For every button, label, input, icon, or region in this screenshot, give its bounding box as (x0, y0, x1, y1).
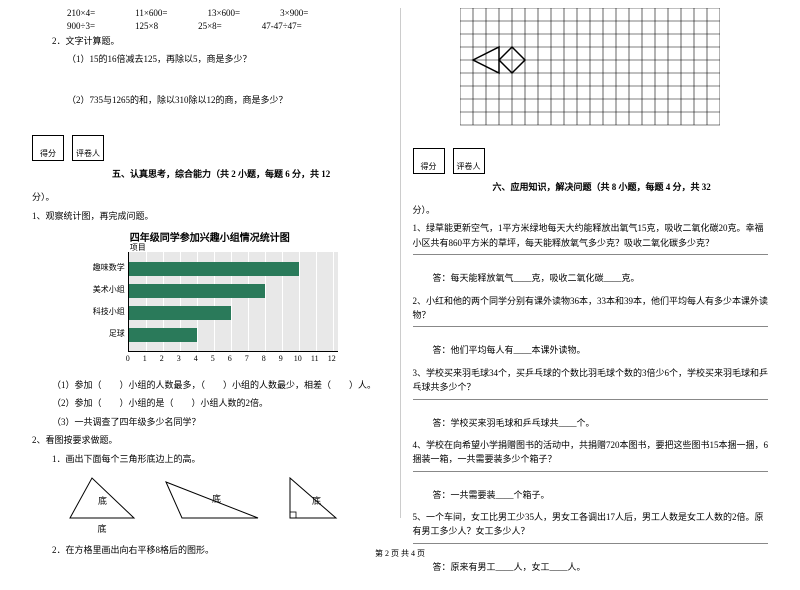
triangle-2: 底 (162, 474, 262, 535)
base-label: 底 (312, 495, 321, 506)
q1: 1、观察统计图，再完成问题。 (32, 209, 388, 223)
cat-label: 科技小组 (75, 306, 125, 317)
bar (129, 284, 265, 298)
arith-row-2: 900÷3= 125×8 25×8= 47-47÷47= (32, 21, 388, 31)
problem-4-answer: 答：一共需要装____个箱子。 (433, 488, 769, 502)
triangle-icon: 底 (162, 474, 262, 520)
x-tick: 1 (143, 354, 147, 363)
sub3: （3）一共调查了四年级多少名同学？ (32, 415, 388, 429)
page-footer: 第 2 页 共 4 页 (0, 548, 800, 559)
bar (129, 262, 299, 276)
triangle-1: 底 底 (62, 474, 142, 535)
fen: 分）。 (32, 190, 388, 204)
base-label: 底 (212, 493, 221, 504)
x-tick: 7 (245, 354, 249, 363)
score-cell: 得分 (413, 148, 445, 174)
problem-1: 1、绿草能更新空气，1平方米绿地每天大约能释放出氧气15克，吸收二氧化碳20克。… (413, 221, 769, 250)
arith-item: 900÷3= (67, 21, 95, 31)
left-column: 210×4= 11×600= 13×600= 3×900= 900÷3= 125… (20, 8, 400, 582)
score-box: 得分 评卷人 (32, 135, 388, 161)
arith-item: 11×600= (135, 8, 167, 18)
problem-1-answer: 答：每天能释放氧气____克，吸收二氧化碳____克。 (433, 271, 769, 285)
arith-row-1: 210×4= 11×600= 13×600= 3×900= (32, 8, 388, 18)
problem-2-answer: 答：他们平均每人有____本课外读物。 (433, 343, 769, 357)
bar-chart: 项目 趣味数学 美术小组 科技小组 足球 (70, 250, 350, 370)
cat-label: 美术小组 (75, 284, 125, 295)
triangle-icon: 底 (62, 474, 142, 520)
right-column: 得分 评卷人 六、应用知识，解决问题（共 8 小题，每题 4 分，共 32 分）… (401, 8, 781, 582)
grader-cell: 评卷人 (453, 148, 485, 174)
x-tick: 4 (194, 354, 198, 363)
x-tick: 3 (177, 354, 181, 363)
problem-2: 2、小红和他的两个同学分别有课外读物36本，33本和39本，他们平均每人有多少本… (413, 294, 769, 323)
q2b: 2、看图按要求做题。 (32, 433, 388, 447)
x-tick: 5 (211, 354, 215, 363)
separator (413, 399, 769, 400)
x-tick: 12 (328, 354, 336, 363)
cat-label: 足球 (75, 328, 125, 339)
problem-3-answer: 答：学校买来羽毛球和乒乓球共____个。 (433, 416, 769, 430)
bar (129, 306, 231, 320)
worksheet-page: 210×4= 11×600= 13×600= 3×900= 900÷3= 125… (0, 0, 800, 590)
triangle-3: 底 (282, 474, 342, 535)
x-tick: 9 (279, 354, 283, 363)
base-label: 底 (62, 522, 142, 535)
arith-item: 3×900= (280, 8, 308, 18)
arith-item: 25×8= (198, 21, 222, 31)
bar (129, 328, 197, 342)
separator (413, 254, 769, 255)
x-tick: 0 (126, 354, 130, 363)
x-tick: 10 (294, 354, 302, 363)
triangle-icon: 底 (282, 474, 342, 520)
x-tick: 8 (262, 354, 266, 363)
score-cell: 得分 (32, 135, 64, 161)
separator (413, 326, 769, 327)
problem-4: 4、学校在向希望小学捐赠图书的活动中，共捐赠720本图书，要把这些图书15本捆一… (413, 438, 769, 467)
score-box: 得分 评卷人 (413, 148, 769, 174)
problem-5-answer: 答：原来有男工____人，女工____人。 (433, 560, 769, 574)
section6-title: 六、应用知识，解决问题（共 8 小题，每题 4 分，共 32 (413, 180, 769, 193)
q2-title: 2．文字计算题。 (32, 34, 388, 48)
x-tick: 2 (160, 354, 164, 363)
x-tick: 6 (228, 354, 232, 363)
chart-plot-area (128, 252, 338, 352)
separator (413, 471, 769, 472)
grid-figure (460, 8, 720, 128)
sub1: （1）参加（ ）小组的人数最多，（ ）小组的人数最少，相差（ ）人。 (32, 378, 388, 392)
q2-2: （2）735与1265的和，除以310除以12的商，商是多少？ (32, 93, 388, 107)
arith-item: 47-47÷47= (262, 21, 302, 31)
arith-item: 125×8 (135, 21, 158, 31)
x-tick: 11 (311, 354, 319, 363)
section5-title: 五、认真思考，综合能力（共 2 小题，每题 6 分，共 12 (32, 167, 388, 180)
grader-cell: 评卷人 (72, 135, 104, 161)
separator (413, 543, 769, 544)
problem-5: 5、一个车间，女工比男工少35人，男女工各调出17人后，男工人数是女工人数的2倍… (413, 510, 769, 539)
base-label: 底 (98, 495, 107, 506)
problem-3: 3、学校买来羽毛球34个，买乒乓球的个数比羽毛球个数的3倍少6个，学校买来羽毛球… (413, 366, 769, 395)
triangle-row: 底 底 底 底 (62, 474, 388, 535)
q2b-1: 1．画出下面每个三角形底边上的高。 (32, 452, 388, 466)
fen: 分）。 (413, 203, 769, 217)
cat-label: 趣味数学 (75, 262, 125, 273)
arith-item: 210×4= (67, 8, 95, 18)
arith-item: 13×600= (207, 8, 240, 18)
chart-title: 四年级同学参加兴趣小组情况统计图 (32, 229, 388, 244)
q2-1: （1）15的16倍减去125，再除以5，商是多少？ (32, 52, 388, 66)
sub2: （2）参加（ ）小组的是（ ）小组人数的2倍。 (32, 396, 388, 410)
